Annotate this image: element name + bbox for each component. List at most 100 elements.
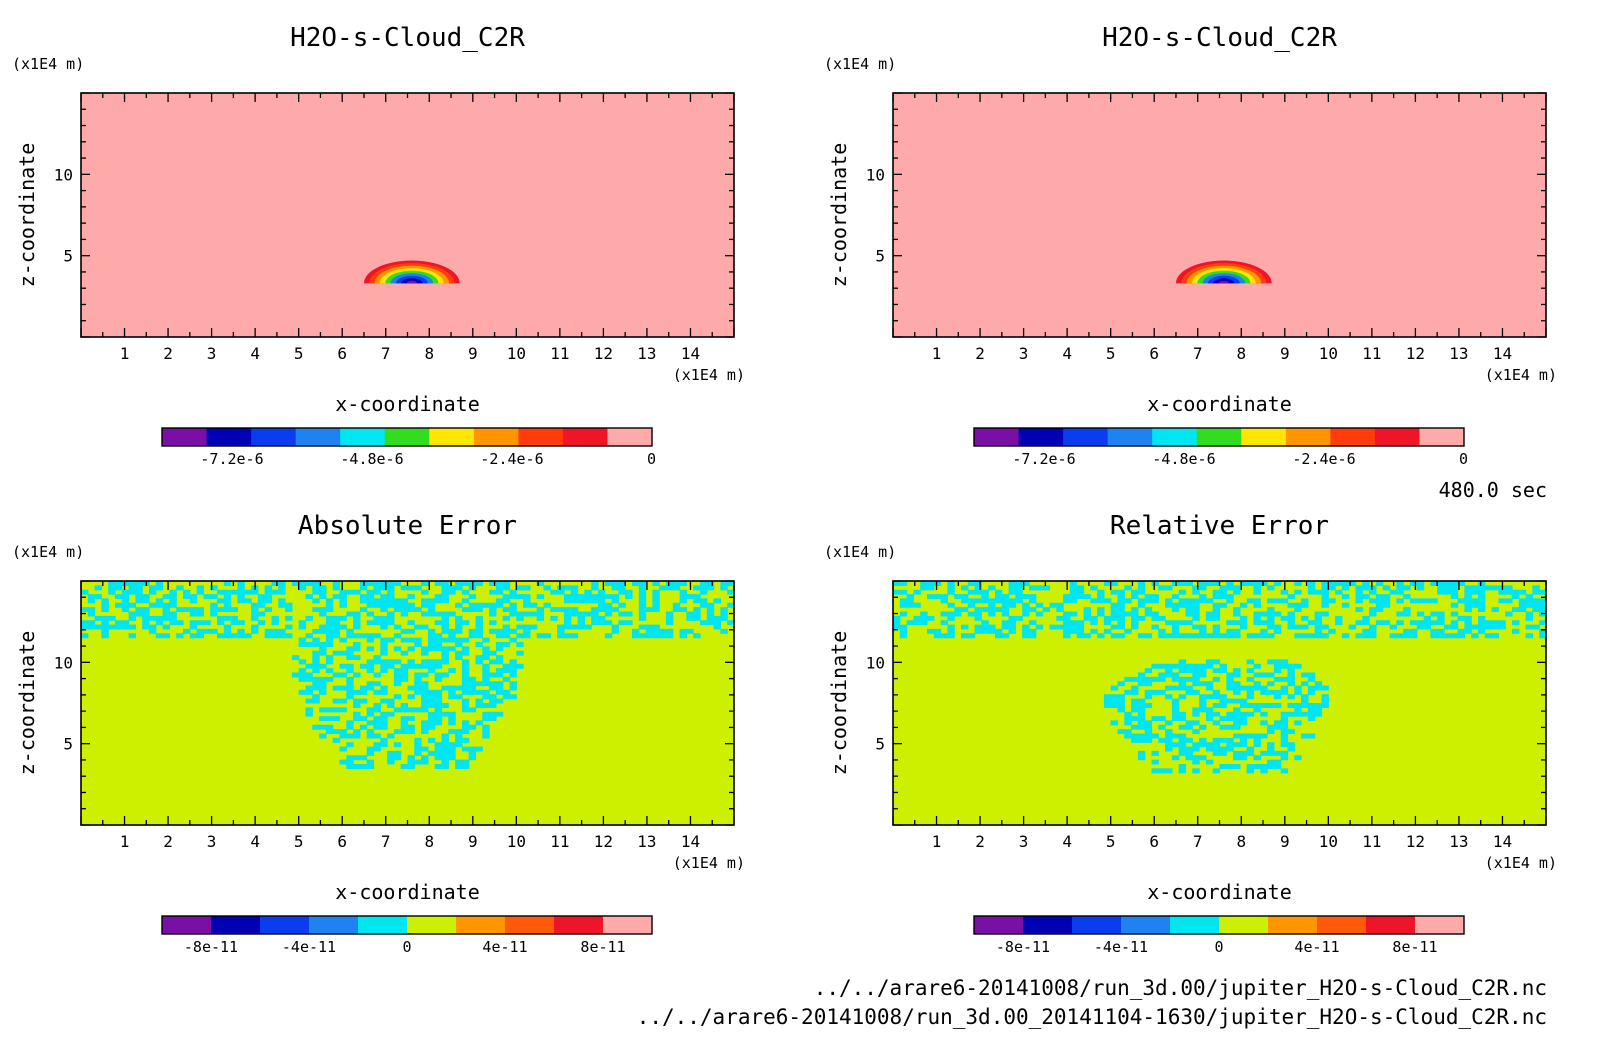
x-tick-label: 1 bbox=[932, 344, 942, 363]
x-tick-label: 11 bbox=[1362, 344, 1381, 363]
file-path-1: ../../arare6-20141008/run_3d.00/jupiter_… bbox=[814, 976, 1547, 1000]
x-unit-label: (x1E4 m) bbox=[673, 854, 745, 872]
file-path-2: ../../arare6-20141008/run_3d.00_20141104… bbox=[637, 1005, 1547, 1029]
colorbar-frame bbox=[973, 427, 1465, 447]
x-tick-label: 3 bbox=[1019, 344, 1029, 363]
y-axis-label: z-coordinate bbox=[15, 143, 39, 288]
chart-panel-1: H2O-s-Cloud_C2R(x1E4 m)(x1E4 m)1 2 3 4 5 6 7 8 9… bbox=[12, 23, 745, 468]
colorbar-bin bbox=[429, 428, 475, 446]
x-tick-label: 3 bbox=[207, 344, 217, 363]
plot-field bbox=[893, 581, 1546, 825]
colorbar-tick-label: 4e-11 bbox=[1294, 938, 1339, 956]
x-tick-label: 10 bbox=[1319, 344, 1338, 363]
colorbar-bin bbox=[260, 916, 310, 934]
y-tick-label: 10 bbox=[54, 165, 73, 184]
colorbar-tick-label: -7.2e-6 bbox=[200, 450, 263, 468]
colorbar-tick-label: -4e-11 bbox=[282, 938, 336, 956]
y-tick-label: 10 bbox=[54, 653, 73, 672]
x-axis-label: x-coordinate bbox=[335, 880, 480, 904]
x-tick-label: 9 bbox=[468, 832, 478, 851]
colorbar-tick-label: 0 bbox=[647, 450, 656, 468]
colorbar-bin bbox=[603, 916, 653, 934]
y-axis-label: z-coordinate bbox=[827, 631, 851, 776]
colorbar-frame bbox=[161, 915, 653, 935]
colorbar-bin bbox=[1196, 428, 1242, 446]
x-tick-label: 12 bbox=[1406, 832, 1425, 851]
chart-title: Relative Error bbox=[1110, 511, 1329, 541]
colorbar-bin bbox=[1023, 916, 1073, 934]
colorbar-bin bbox=[562, 428, 608, 446]
dome-contour-8 bbox=[1213, 278, 1235, 284]
colorbar-bin bbox=[1121, 916, 1171, 934]
x-tick-label: 8 bbox=[1236, 344, 1246, 363]
colorbar-bin bbox=[1366, 916, 1416, 934]
chart-panel-2: H2O-s-Cloud_C2R(x1E4 m)(x1E4 m)1 2 3 4 5 6 7 8 9… bbox=[824, 23, 1557, 468]
x-tick-label: 13 bbox=[1449, 344, 1468, 363]
x-tick-label: 7 bbox=[381, 344, 391, 363]
y-tick-label: 10 bbox=[866, 653, 885, 672]
y-tick-label: 10 bbox=[866, 165, 885, 184]
error-speckle bbox=[893, 581, 1546, 774]
colorbar-tick-label: 0 bbox=[1459, 450, 1468, 468]
x-tick-label: 2 bbox=[163, 344, 173, 363]
x-tick-label: 10 bbox=[507, 832, 526, 851]
chart-title: Absolute Error bbox=[298, 511, 517, 541]
y-tick-label: 5 bbox=[63, 735, 73, 754]
x-axis-label: x-coordinate bbox=[1147, 392, 1292, 416]
y-unit-label: (x1E4 m) bbox=[824, 55, 896, 73]
field-background bbox=[81, 93, 734, 337]
colorbar-bin bbox=[251, 428, 297, 446]
colorbar-bin bbox=[607, 428, 653, 446]
x-tick-label: 1 bbox=[932, 832, 942, 851]
colorbar-bin bbox=[1152, 428, 1198, 446]
x-tick-label: 3 bbox=[1019, 832, 1029, 851]
x-tick-label: 10 bbox=[1319, 832, 1338, 851]
x-tick-label: 14 bbox=[681, 344, 700, 363]
chart-panel-4: Relative Error(x1E4 m)(x1E4 m)1 2 3 4 5 6 7 8 9 1… bbox=[824, 511, 1557, 956]
x-tick-label: 14 bbox=[1493, 832, 1512, 851]
colorbar-bin bbox=[974, 916, 1024, 934]
colorbar-bin bbox=[1415, 916, 1465, 934]
colorbar-bin bbox=[518, 428, 564, 446]
x-tick-label: 13 bbox=[1449, 832, 1468, 851]
colorbar-bin bbox=[162, 916, 212, 934]
colorbar-tick-label: -4e-11 bbox=[1094, 938, 1148, 956]
field-background bbox=[893, 93, 1546, 337]
colorbar-bin bbox=[407, 916, 457, 934]
colorbar-bin bbox=[295, 428, 341, 446]
x-tick-label: 6 bbox=[1149, 832, 1159, 851]
x-tick-label: 5 bbox=[1106, 344, 1116, 363]
colorbar-bin bbox=[358, 916, 408, 934]
colorbar-bin bbox=[974, 428, 1020, 446]
x-tick-label: 7 bbox=[381, 832, 391, 851]
colorbar-bin bbox=[1241, 428, 1287, 446]
x-tick-label: 1 bbox=[120, 344, 130, 363]
y-axis-label: z-coordinate bbox=[15, 631, 39, 776]
chart-panel-3: Absolute Error(x1E4 m)(x1E4 m)1 2 3 4 5 6 7 8 9 1… bbox=[12, 511, 745, 956]
colorbar-bin bbox=[1170, 916, 1220, 934]
colorbar-bin bbox=[554, 916, 604, 934]
x-tick-label: 8 bbox=[424, 344, 434, 363]
x-tick-label: 4 bbox=[1062, 344, 1072, 363]
colorbar-tick-label: -8e-11 bbox=[184, 938, 238, 956]
x-tick-label: 4 bbox=[250, 344, 260, 363]
colorbar-bin bbox=[1374, 428, 1420, 446]
colorbar-frame bbox=[973, 915, 1465, 935]
colorbar-bin bbox=[505, 916, 555, 934]
x-tick-label: 13 bbox=[637, 344, 656, 363]
plot-field bbox=[81, 581, 734, 825]
colorbar-tick-label: -7.2e-6 bbox=[1012, 450, 1075, 468]
colorbar-bin bbox=[384, 428, 430, 446]
plot-field bbox=[81, 93, 734, 337]
x-tick-label: 12 bbox=[1406, 344, 1425, 363]
x-tick-label: 4 bbox=[250, 832, 260, 851]
colorbar-tick-label: 0 bbox=[1214, 938, 1223, 956]
y-axis-label: z-coordinate bbox=[827, 143, 851, 288]
x-axis-label: x-coordinate bbox=[1147, 880, 1292, 904]
colorbar-bin bbox=[456, 916, 506, 934]
error-speckle bbox=[81, 581, 734, 769]
colorbar-bin bbox=[1285, 428, 1331, 446]
x-tick-label: 1 bbox=[120, 832, 130, 851]
x-tick-label: 11 bbox=[1362, 832, 1381, 851]
